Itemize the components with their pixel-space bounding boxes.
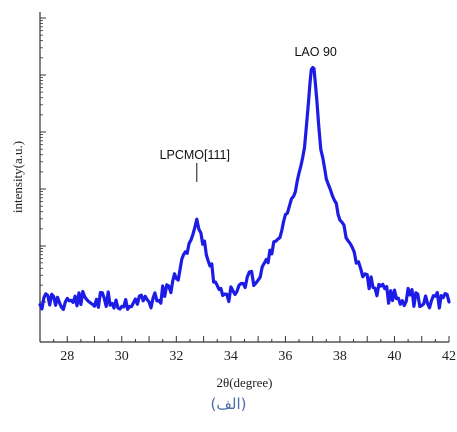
- x-tick-label: 28: [60, 349, 74, 364]
- x-tick-label: 34: [224, 349, 238, 364]
- annotations: LPCMO[111] LAO 90: [160, 45, 337, 182]
- x-axis-label: 2θ(degree): [216, 375, 272, 390]
- series: [38, 65, 451, 311]
- lpcmo-peak-label: LPCMO[111]: [160, 148, 230, 162]
- x-tick-label: 30: [115, 349, 129, 364]
- lao-peak-label: LAO 90: [294, 45, 336, 59]
- x-tick-label: 32: [169, 349, 183, 364]
- figure-caption: (الف): [210, 395, 247, 413]
- x-tick-label: 40: [387, 349, 401, 364]
- ticks: 28 30 32 34 36 38 40 42: [39, 17, 456, 364]
- x-tick-label: 38: [333, 349, 347, 364]
- y-axis-label: intensity(a.u.): [10, 141, 25, 213]
- x-tick-label: 36: [278, 349, 292, 364]
- xrd-series-line: [38, 65, 451, 311]
- axes: 2θ(degree) intensity(a.u.): [10, 12, 449, 390]
- x-tick-label: 42: [442, 349, 456, 364]
